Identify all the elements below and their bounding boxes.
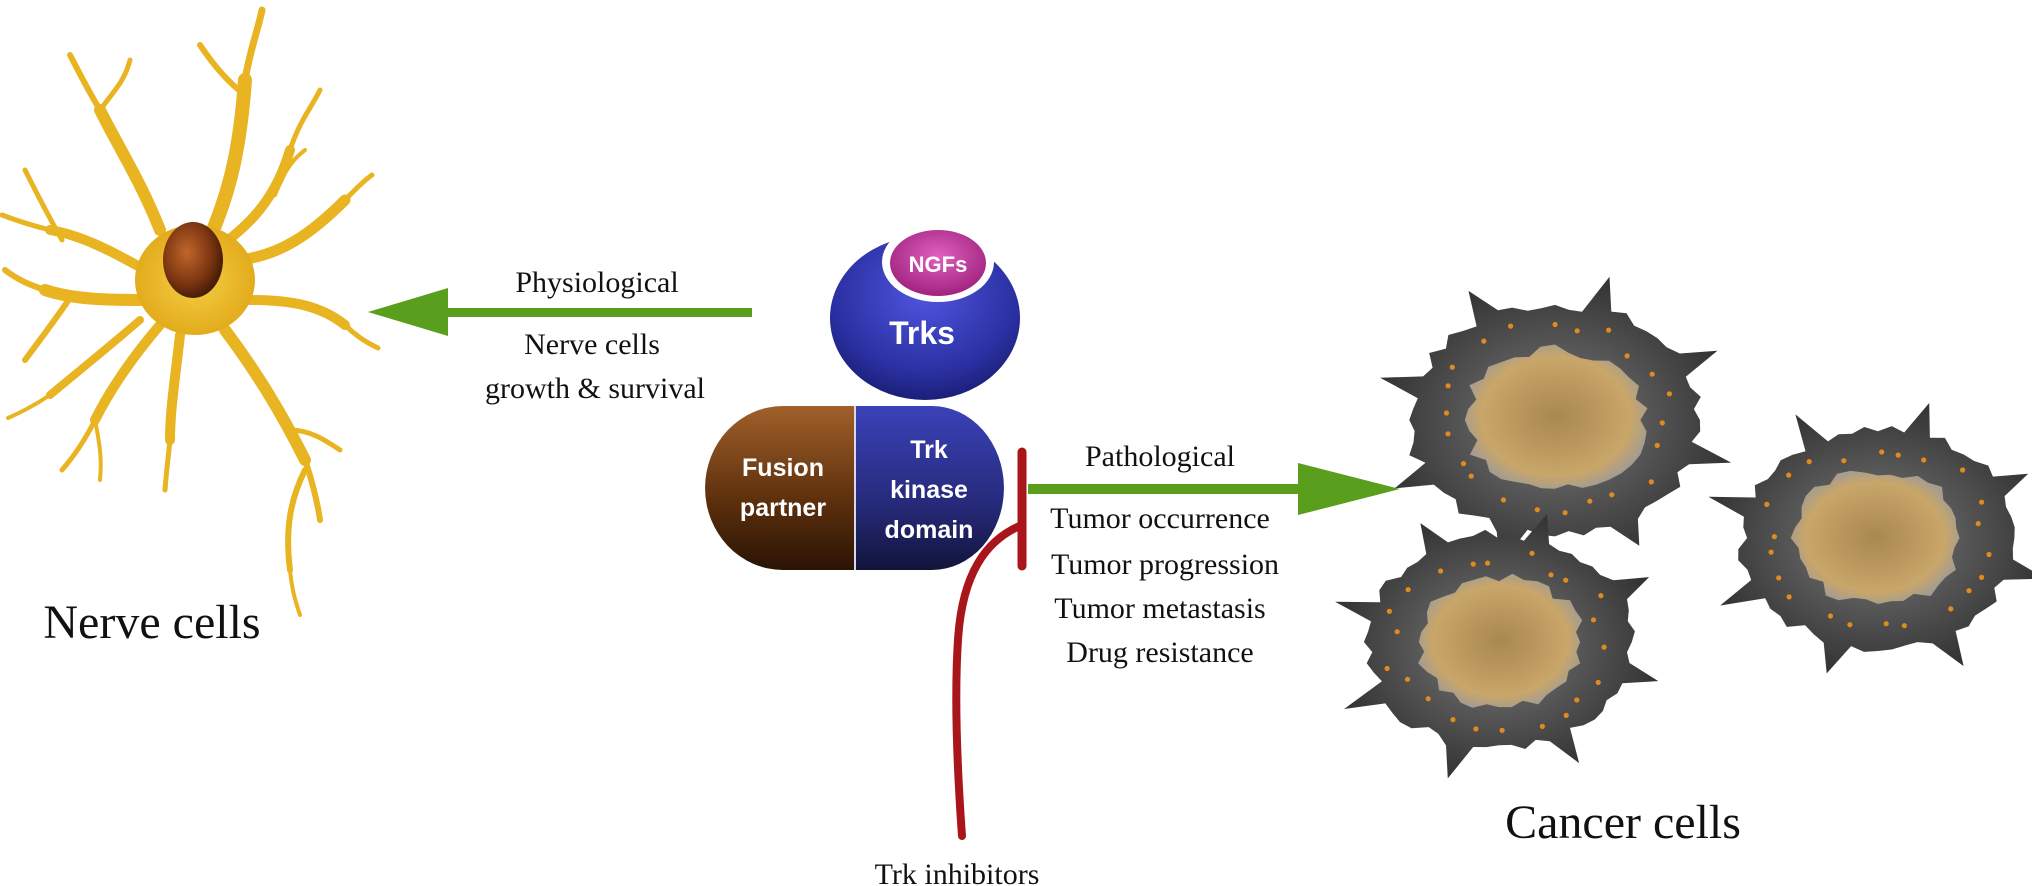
cancer-cell xyxy=(1335,514,1659,779)
fusion-partner-domain xyxy=(705,406,855,570)
kinase-label-line1: Trk xyxy=(910,436,948,464)
physiological-title: Physiological xyxy=(515,266,678,299)
trks-receptor xyxy=(830,222,1020,400)
ngfs-ligand xyxy=(890,230,986,296)
cancer-cell xyxy=(1380,276,1732,567)
trk-inhibitor-line xyxy=(952,447,1027,840)
pathological-item-1: Tumor occurrence xyxy=(1050,502,1270,535)
trk-kinase-domain xyxy=(855,406,1004,570)
pathological-title: Pathological xyxy=(1085,440,1235,473)
neuron-illustration xyxy=(0,6,381,617)
pathological-arrow xyxy=(1028,463,1400,515)
pathological-item-2: Tumor progression xyxy=(1051,548,1279,581)
fusion-label-line2: partner xyxy=(740,494,826,522)
cancer-cell xyxy=(1708,403,2032,674)
pathological-item-3: Tumor metastasis xyxy=(1054,592,1265,625)
physiological-arrow xyxy=(368,288,752,336)
kinase-label-line2: kinase xyxy=(890,476,968,504)
trk-fusion-protein xyxy=(705,406,1004,570)
physiological-line2: growth & survival xyxy=(485,372,705,405)
pathological-item-4: Drug resistance xyxy=(1066,636,1253,669)
trks-label: Trks xyxy=(889,315,955,351)
trk-inhibitors-label: Trk inhibitors xyxy=(875,858,1040,886)
cancer-cells-label: Cancer cells xyxy=(1505,796,1741,849)
kinase-label-line3: domain xyxy=(885,516,974,544)
neuron-nucleus xyxy=(163,222,223,298)
nerve-cells-label: Nerve cells xyxy=(43,596,260,649)
fusion-label-line1: Fusion xyxy=(742,454,824,482)
ngfs-label: NGFs xyxy=(909,252,968,277)
physiological-line1: Nerve cells xyxy=(524,328,660,361)
cancer-cells-illustration xyxy=(1335,276,2032,779)
